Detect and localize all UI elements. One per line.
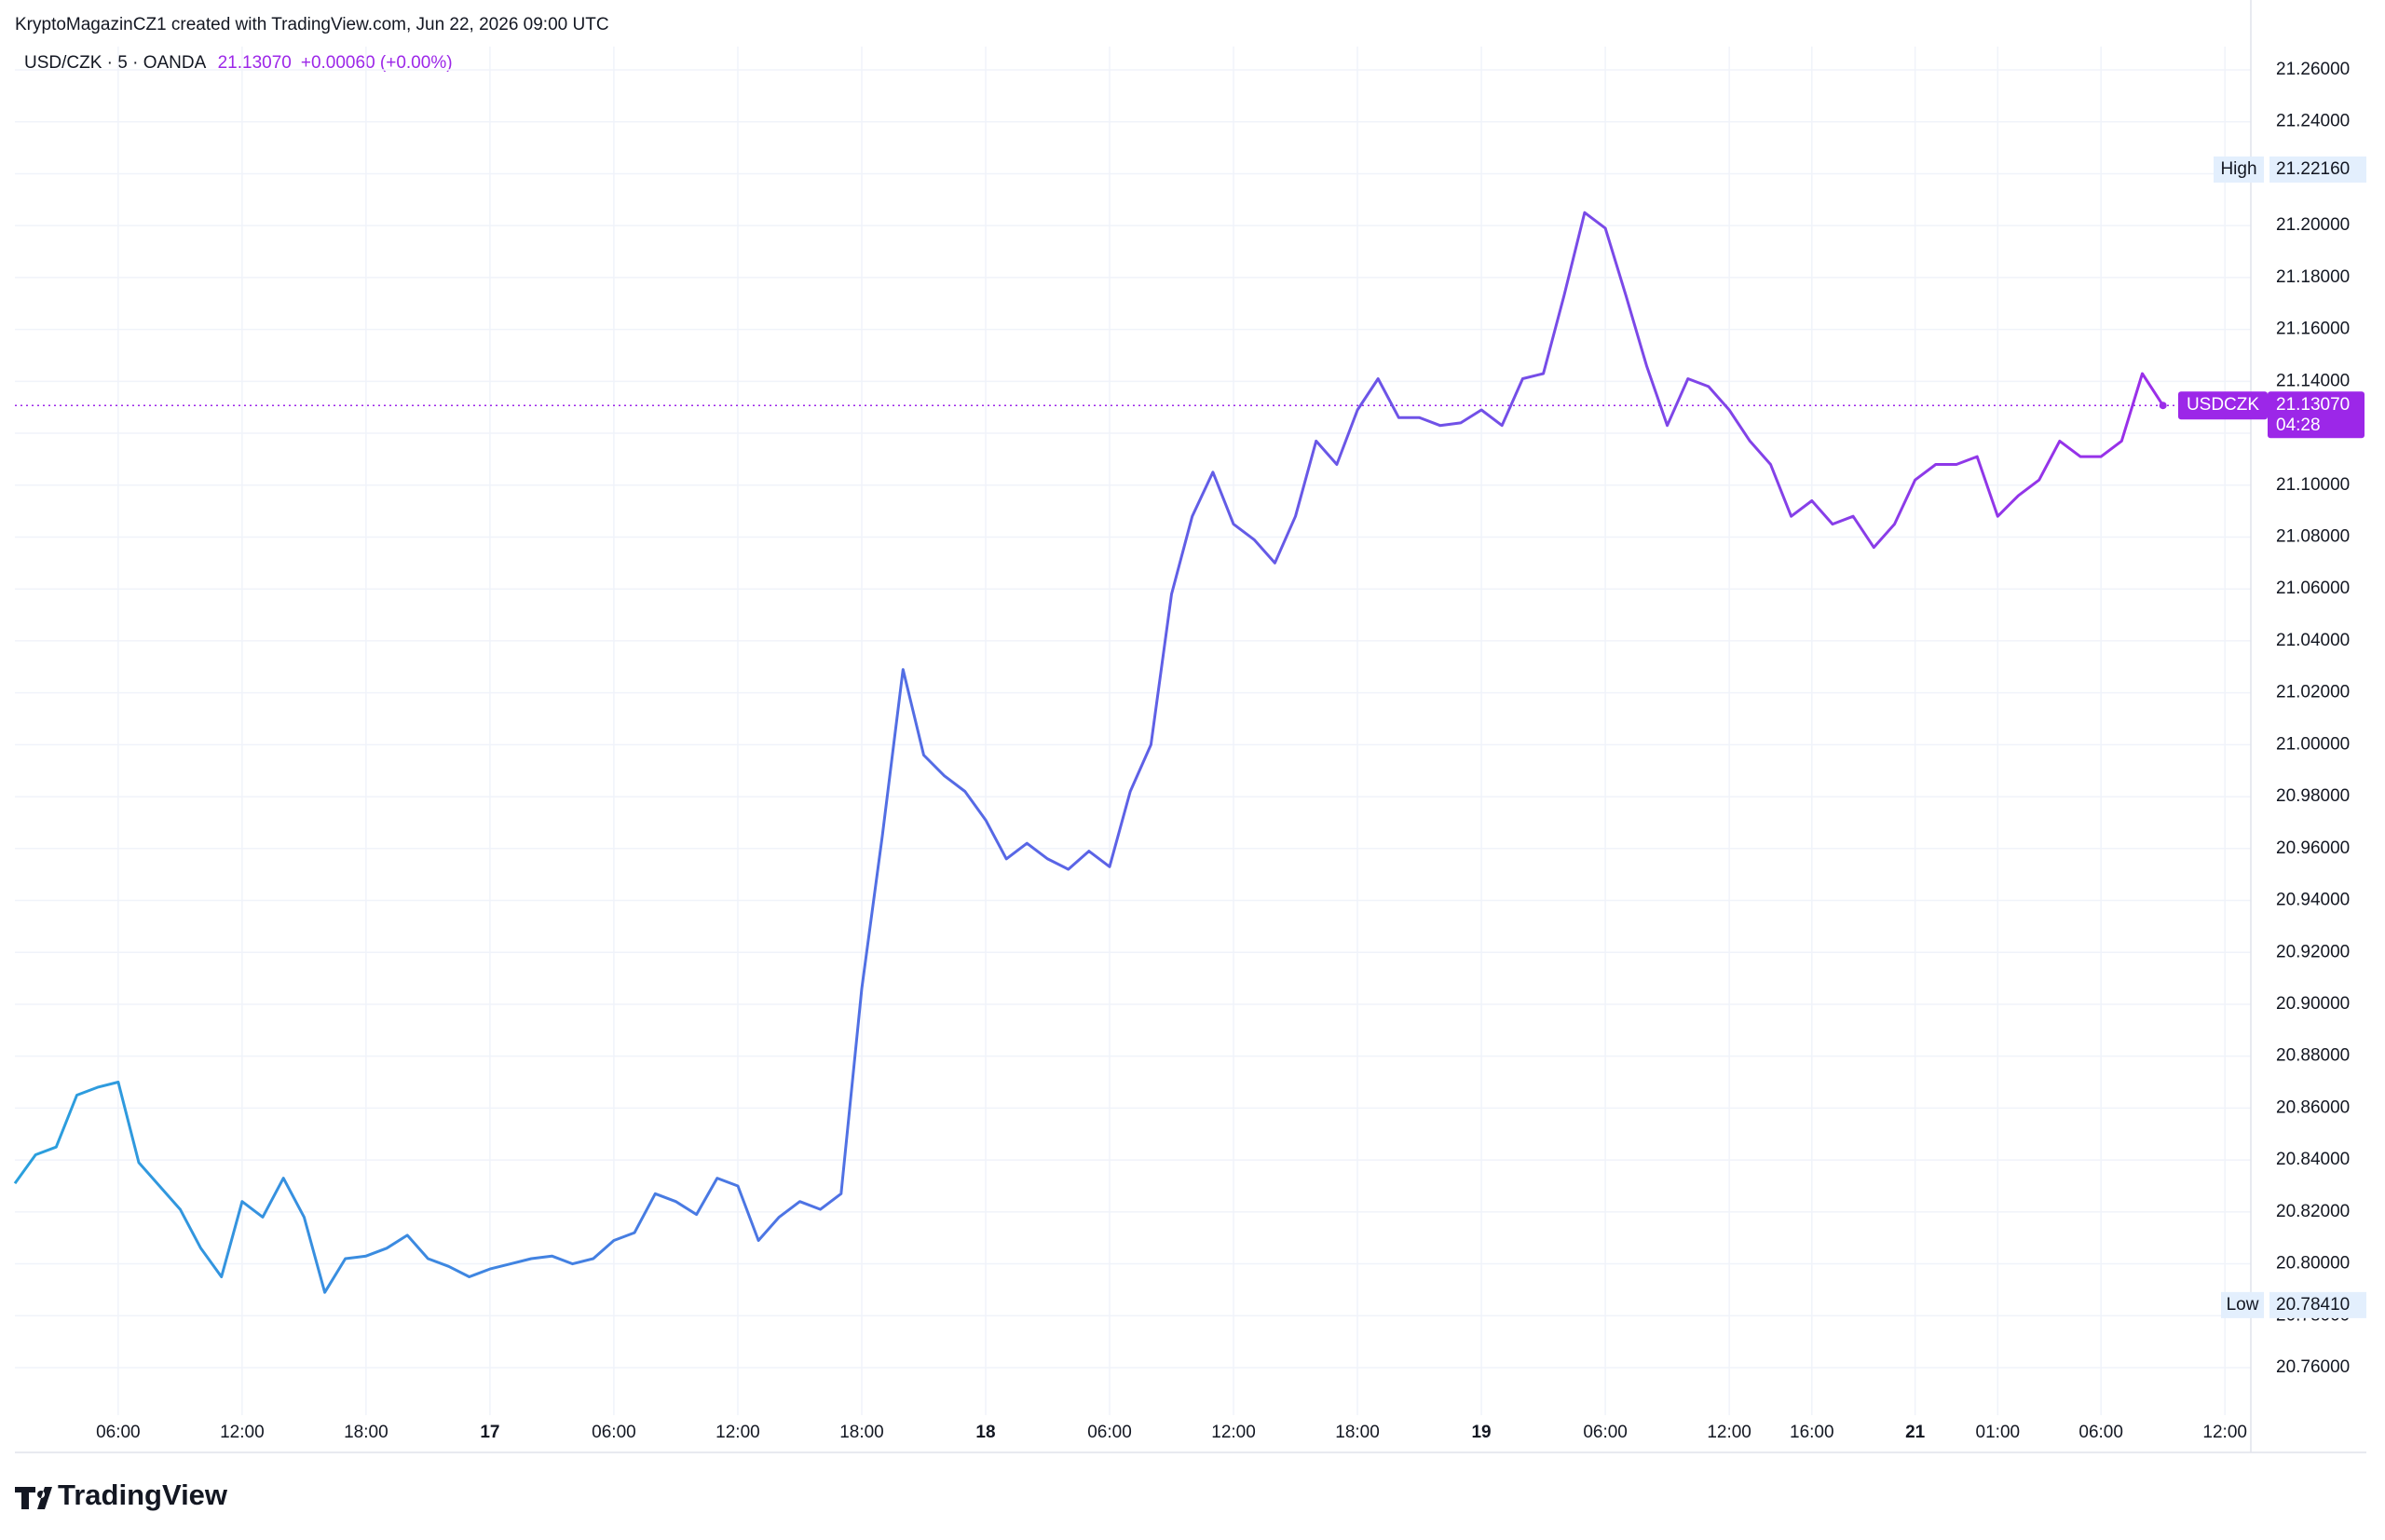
y-tick-label: 21.02000	[2276, 683, 2350, 702]
last-point	[2159, 402, 2167, 410]
low-value: 20.78410	[2276, 1295, 2350, 1315]
price-countdown: 04:28	[2276, 416, 2321, 435]
price-change: +0.00060 (+0.00%)	[301, 53, 453, 73]
low-label-box	[2221, 1291, 2264, 1318]
high-value-box	[2269, 156, 2366, 183]
x-tick-label: 12:00	[1707, 1423, 1751, 1442]
x-tick-label: 12:00	[716, 1423, 760, 1442]
price-value-box	[2268, 391, 2365, 439]
x-tick-label: 18:00	[1335, 1423, 1380, 1442]
y-tick-label: 20.80000	[2276, 1254, 2350, 1274]
y-tick-label: 21.26000	[2276, 60, 2350, 79]
logo-icon	[15, 1487, 52, 1509]
high-value: 21.22160	[2276, 159, 2350, 179]
x-tick-label: 19	[1471, 1423, 1491, 1442]
price-name-box	[2178, 391, 2268, 420]
y-tick-label: 20.90000	[2276, 994, 2350, 1014]
y-tick-label: 20.96000	[2276, 838, 2350, 858]
y-tick-label: 20.92000	[2276, 942, 2350, 961]
high-label: High	[2220, 159, 2256, 179]
price-name: USDCZK	[2187, 395, 2259, 415]
symbol: USD/CZK · 5 · OANDA	[24, 53, 207, 73]
y-tick-label: 20.76000	[2276, 1357, 2350, 1377]
y-tick-label: 20.88000	[2276, 1046, 2350, 1066]
y-tick-label: 21.20000	[2276, 215, 2350, 235]
y-tick-label: 21.16000	[2276, 320, 2350, 339]
price-line-series	[13, 211, 2164, 1294]
logo: TradingView	[15, 1479, 228, 1511]
y-tick-label: 20.84000	[2276, 1150, 2350, 1169]
y-tick-label: 21.08000	[2276, 526, 2350, 546]
y-tick-label: 21.04000	[2276, 631, 2350, 650]
x-tick-label: 06:00	[1087, 1423, 1132, 1442]
y-tick-label: 21.00000	[2276, 734, 2350, 754]
low-label: Low	[2227, 1295, 2259, 1315]
low-value-box	[2269, 1291, 2366, 1318]
x-tick-label: 18	[975, 1423, 995, 1442]
y-tick-label: 20.82000	[2276, 1202, 2350, 1221]
y-tick-label: 21.18000	[2276, 267, 2350, 287]
x-tick-label: 12:00	[1211, 1423, 1256, 1442]
x-tick-label: 06:00	[1583, 1423, 1628, 1442]
x-tick-label: 12:00	[2202, 1423, 2247, 1442]
price-value: 21.13070	[2276, 395, 2350, 415]
y-tick-label: 21.14000	[2276, 371, 2350, 390]
attribution: KryptoMagazinCZ1 created with TradingVie…	[15, 15, 609, 34]
x-tick-label: 18:00	[839, 1423, 884, 1442]
x-tick-label: 06:00	[96, 1423, 141, 1442]
x-tick-label: 06:00	[592, 1423, 636, 1442]
last-price: 21.13070	[218, 53, 292, 73]
y-tick-label: 20.94000	[2276, 891, 2350, 910]
x-tick-label: 12:00	[220, 1423, 265, 1442]
y-tick-label: 20.86000	[2276, 1097, 2350, 1117]
high-label-box	[2214, 156, 2264, 183]
x-tick-label: 17	[480, 1423, 499, 1442]
x-tick-label: 01:00	[1976, 1423, 2021, 1442]
x-tick-label: 06:00	[2078, 1423, 2123, 1442]
y-tick-label: 21.10000	[2276, 475, 2350, 495]
y-tick-label: 21.06000	[2276, 579, 2350, 598]
y-tick-label: 20.98000	[2276, 786, 2350, 806]
x-tick-label: 16:00	[1790, 1423, 1834, 1442]
logo-text: TradingView	[58, 1479, 228, 1511]
y-tick-label: 21.24000	[2276, 112, 2350, 131]
x-tick-label: 21	[1905, 1423, 1926, 1442]
x-tick-label: 18:00	[344, 1423, 388, 1442]
